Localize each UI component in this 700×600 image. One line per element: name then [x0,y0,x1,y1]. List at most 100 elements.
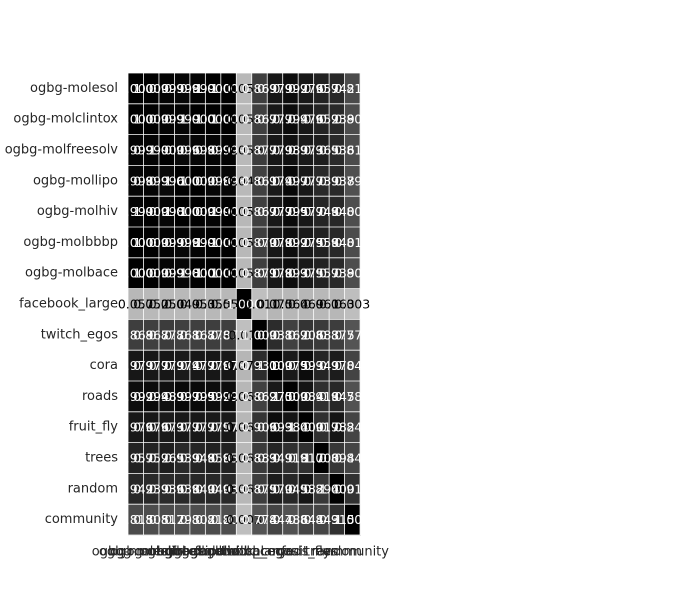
cell-value-label: 1.000 [180,266,216,281]
cell-value-label: 1.000 [118,112,154,127]
heatmap-cell [236,196,253,228]
cell-value-label: 0.999 [180,81,216,96]
heatmap-cell [205,257,222,289]
heatmap-cell [251,381,268,413]
cell-value-label: 0.945 [319,389,355,404]
y-tick-label: roads [82,389,118,404]
cell-value-label: 0.999 [164,112,200,127]
cell-value-label: 0.936 [149,481,185,496]
cell-value-label: 0.976 [118,420,154,435]
heatmap-cell [205,319,222,351]
heatmap-cell [128,134,144,166]
heatmap-cell [143,103,160,135]
cell-value-label: 0.957 [118,451,154,466]
heatmap-cell [220,288,237,320]
heatmap-cell [143,134,160,166]
cell-value-label: 0.993 [257,420,293,435]
cell-value-label: 0.055 [226,235,262,250]
cell-value-label: 1.000 [211,81,247,96]
cell-value-label: 0.808 [211,512,247,527]
y-tick-label: community [45,512,119,527]
cell-value-label: 0.998 [164,81,200,96]
y-tick-label: trees [85,451,118,466]
heatmap-cell [220,103,237,135]
cell-value-label: 1.000 [242,327,278,342]
heatmap-cell [189,504,206,536]
cell-value-label: 0.049 [164,297,200,312]
heatmap-cells [128,73,361,536]
heatmap-cell [158,381,175,413]
x-tick-label: trees [305,545,338,560]
cell-value-label: 0.958 [195,451,231,466]
heatmap-cell [128,227,144,259]
heatmap-cell [298,288,314,320]
heatmap-cell [205,504,222,536]
heatmap-cell [251,165,268,197]
heatmap-cell [251,257,268,289]
cell-value-label: 1.000 [118,235,154,250]
heatmap-cell [298,473,314,505]
heatmap-cell [329,473,345,505]
heatmap-cell [205,73,222,105]
cell-value-label: 0.977 [180,420,216,435]
x-tick-label: ogbg-molbace [182,545,275,560]
cell-value-label: 0.952 [303,112,339,127]
heatmap-cell [174,103,191,135]
heatmap-cell [236,473,253,505]
cell-value-label: 1.000 [180,204,216,219]
heatmap-cell [282,504,299,536]
cell-value-label: 0.938 [319,173,355,188]
cell-value-label: 0.995 [180,389,216,404]
cell-value-label: 1.000 [149,143,185,158]
heatmap-cell [220,134,237,166]
cell-value-label: 0.999 [133,173,169,188]
heatmap-cell [220,196,237,228]
cell-value-label: 0.939 [319,266,355,281]
cell-value-label: 0.952 [133,451,169,466]
heatmap-cell [267,319,283,351]
heatmap-cell [344,165,361,197]
heatmap-cell [267,257,283,289]
cell-value-label: 0.812 [149,512,185,527]
cell-value-label: 0.875 [319,327,355,342]
heatmap-cell [174,257,191,289]
cell-value-label: 0.052 [226,112,262,127]
heatmap-cell [282,288,299,320]
cell-value-label: 1.000 [133,235,169,250]
cell-value-label: 0.970 [319,358,355,373]
heatmap-cell [329,134,345,166]
cell-value-label: 0.871 [211,327,247,342]
cell-value-label: 0.844 [334,358,370,373]
cell-value-label: 1.000 [195,81,231,96]
heatmap-cell [329,411,345,443]
heatmap-cell [236,103,253,135]
cell-value-label: 0.979 [118,358,154,373]
cell-value-label: 1.000 [118,266,154,281]
cell-value-label: 0.869 [118,327,154,342]
heatmap-cell [236,165,253,197]
heatmap-cell [344,73,361,105]
heatmap-cell [344,504,361,536]
cell-value-label: 0.999 [118,204,154,219]
cell-value-label: 1.000 [257,358,293,373]
cell-value-label: 0.053 [180,297,216,312]
cell-value-label: 0.999 [195,143,231,158]
y-tick-label: ogbg-molfreesolv [5,143,119,158]
cell-value-label: 0.957 [303,81,339,96]
x-axis-labels: ogbg-molesologbg-molclintoxogbg-molfrees… [92,545,390,560]
cell-value-label: 0.965 [303,143,339,158]
heatmap-cell [282,196,299,228]
cell-value-label: 0.064 [226,389,262,404]
x-tick-label: fruit_fly [281,545,331,560]
heatmap-cell [174,73,191,105]
cell-value-label: 0.906 [288,327,324,342]
heatmap-cell [158,227,175,259]
heatmap-cell [298,350,314,382]
cell-value-label: 1.000 [211,204,247,219]
cell-value-label: 1.000 [195,266,231,281]
cell-value-label: 0.786 [273,512,309,527]
cell-value-label: 0.975 [195,420,231,435]
heatmap-cell [329,504,345,536]
heatmap-cell [189,134,206,166]
cell-value-label: 0.999 [180,235,216,250]
